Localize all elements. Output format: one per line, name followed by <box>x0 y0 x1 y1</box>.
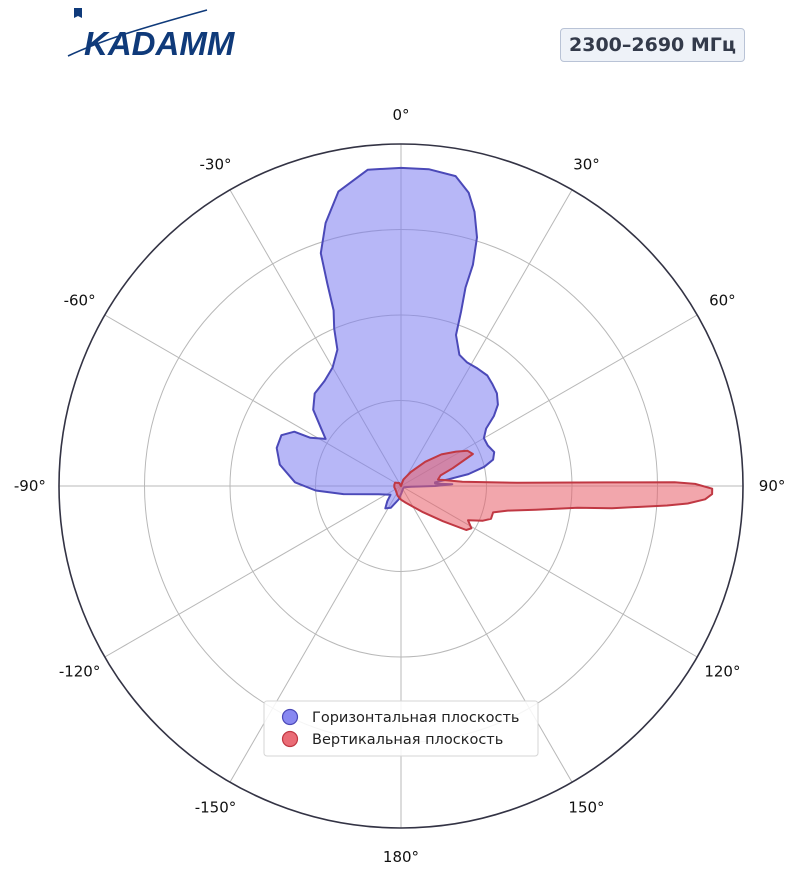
angle-tick-label: 90° <box>759 477 786 495</box>
angle-tick-label: -30° <box>200 156 232 174</box>
angle-tick-label: -60° <box>64 292 96 310</box>
angle-tick-labels: 0° 30° 60° 90° 120° 150° 180° -150° -120° -90° -60… <box>14 106 785 866</box>
legend-label-0: Горизонтальная плоскость <box>312 710 519 726</box>
angle-tick-label: -150° <box>195 798 237 816</box>
angle-tick-label: 180° <box>383 848 419 866</box>
angle-tick-label: 150° <box>568 798 604 816</box>
angular-gridline-8 <box>104 485 402 658</box>
angle-tick-label: 120° <box>704 663 740 681</box>
legend-label-1: Вертикальная плоскость <box>312 732 503 748</box>
legend-marker-1 <box>281 730 299 748</box>
logo-flag-icon <box>74 8 82 18</box>
logo-wordmark: KADAMM <box>84 25 236 62</box>
frequency-badge: 2300–2690 МГц <box>560 28 745 62</box>
angle-tick-label: -120° <box>59 663 101 681</box>
series-area-1 <box>393 449 714 531</box>
legend: Горизонтальная плоскость Вертикальная пло… <box>263 700 539 757</box>
legend-marker-0 <box>281 708 299 726</box>
polar-frame <box>58 143 744 829</box>
angular-gridline-7 <box>229 485 402 783</box>
logo-swoosh-icon <box>67 9 208 57</box>
series-area-group <box>275 166 714 531</box>
angular-gridline-5 <box>400 485 573 783</box>
legend-box <box>263 700 539 757</box>
brand-logo: KADAMM <box>67 8 236 62</box>
angle-tick-label: -90° <box>14 477 46 495</box>
outer-ring <box>58 143 744 829</box>
angle-tick-label: 0° <box>392 106 409 124</box>
angle-tick-label: 60° <box>709 292 736 310</box>
angle-tick-label: 30° <box>573 156 600 174</box>
